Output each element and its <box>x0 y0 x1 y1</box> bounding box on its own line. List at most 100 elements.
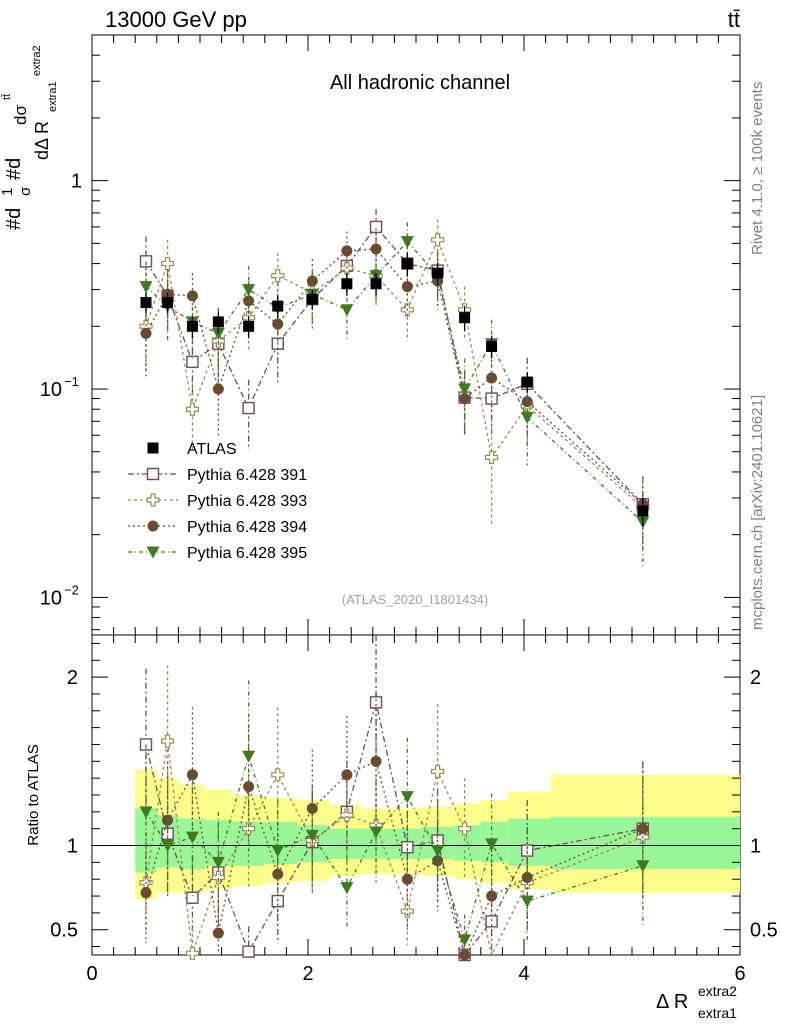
ratio-point-pythia-6-428-395 <box>211 856 225 869</box>
ratio-y-tick-label-left: 0.5 <box>50 920 78 942</box>
ratio-point-pythia-6-428-395 <box>369 826 383 839</box>
svg-text:1: 1 <box>0 188 16 196</box>
ratio-point-pythia-6-428-395 <box>185 831 199 844</box>
legend-label-atlas: ATLAS <box>187 441 237 458</box>
main-point-atlas <box>162 297 174 309</box>
svg-text:tt̄: tt̄ <box>1 94 13 100</box>
main-point-atlas <box>272 300 284 312</box>
y-tick-label-exp: −2 <box>64 582 79 597</box>
ratio-y-tick-label-right: 2 <box>750 667 761 689</box>
main-point-atlas <box>212 316 224 328</box>
ratio-point-pythia-6-428-395 <box>400 791 414 804</box>
main-plot-title: All hadronic channel <box>330 72 510 94</box>
main-point-atlas <box>306 293 318 305</box>
ratio-point-pythia-6-428-395 <box>485 838 499 851</box>
y-tick-label: 10 <box>40 379 62 401</box>
main-point-pythia-6-428-394 <box>140 327 152 339</box>
x-axis-label: Δ R extra2 extra1 <box>656 983 737 1021</box>
main-point-pythia-6-428-395 <box>211 327 225 340</box>
main-point-pythia-6-428-393 <box>161 256 175 271</box>
main-point-atlas <box>432 267 444 279</box>
main-point-pythia-6-428-394 <box>341 245 353 257</box>
legend-label-pythia-6-428-391: Pythia 6.428 391 <box>187 467 307 484</box>
ratio-point-pythia-6-428-394 <box>370 755 382 767</box>
main-point-pythia-6-428-391 <box>242 401 255 415</box>
main-point-atlas <box>186 320 198 332</box>
ratio-point-pythia-6-428-395 <box>305 829 319 842</box>
y-tick-label: 1 <box>71 171 82 193</box>
main-point-pythia-6-428-393 <box>485 450 499 464</box>
ratio-point-pythia-6-428-395 <box>161 840 175 853</box>
main-point-pythia-6-428-391 <box>186 355 199 369</box>
main-point-pythia-6-428-394 <box>486 372 498 384</box>
main-point-atlas <box>243 320 255 332</box>
rivet-label: Rivet 4.1.0, ≥ 100k events <box>749 82 766 255</box>
ratio-point-pythia-6-428-393 <box>185 946 200 960</box>
ratio-point-pythia-6-428-393 <box>242 822 256 836</box>
svg-text:dσ: dσ <box>11 105 30 125</box>
ratio-point-pythia-6-428-395 <box>458 934 472 947</box>
ratio-line-pythia-6-428-395 <box>145 753 643 943</box>
main-point-atlas <box>140 297 152 309</box>
y-tick-label-exp: −1 <box>64 374 79 389</box>
ratio-y-tick-label-left: 2 <box>67 667 78 689</box>
ratio-point-pythia-6-428-393 <box>211 870 225 885</box>
x-tick-label: 6 <box>734 963 745 985</box>
ratio-point-pythia-6-428-391 <box>186 891 199 904</box>
legend-label-pythia-6-428-394: Pythia 6.428 394 <box>187 519 307 536</box>
ratio-point-pythia-6-428-394 <box>486 890 498 902</box>
legend-marker-pythia-6-428-395 <box>146 546 160 559</box>
main-line-pythia-6-428-394 <box>145 248 644 505</box>
main-point-pythia-6-428-395 <box>400 236 414 249</box>
ratio-point-pythia-6-428-394 <box>272 868 284 880</box>
main-point-pythia-6-428-395 <box>458 383 472 396</box>
legend-marker-pythia-6-428-393 <box>146 493 160 507</box>
legend-marker-pythia-6-428-391 <box>146 467 160 481</box>
main-point-atlas <box>401 258 413 270</box>
main-point-atlas <box>370 278 382 290</box>
svg-text:dΔ R: dΔ R <box>32 121 52 160</box>
ratio-point-pythia-6-428-393 <box>400 904 414 918</box>
main-point-atlas <box>486 340 498 352</box>
ratio-point-pythia-6-428-394 <box>401 873 413 885</box>
main-series-pythia-6-428-395 <box>139 222 650 567</box>
ratio-point-pythia-6-428-394 <box>140 887 152 899</box>
main-point-pythia-6-428-391 <box>369 220 383 234</box>
main-point-pythia-6-428-395 <box>520 412 534 425</box>
main-point-pythia-6-428-395 <box>340 304 354 317</box>
process-label: tt̄ <box>728 7 740 32</box>
ratio-point-pythia-6-428-391 <box>369 696 383 709</box>
main-point-pythia-6-428-391 <box>485 392 498 405</box>
main-point-pythia-6-428-394 <box>459 393 471 405</box>
svg-text:#d: #d <box>3 158 25 180</box>
legend-label-pythia-6-428-393: Pythia 6.428 393 <box>187 493 307 510</box>
main-y-axis-label: #d 1 σ #d dσ tt̄ dΔ R extra1 extra2 <box>0 45 59 230</box>
ratio-point-pythia-6-428-395 <box>139 806 153 819</box>
legend-label-pythia-6-428-395: Pythia 6.428 395 <box>187 545 307 562</box>
main-series-atlas <box>140 252 649 527</box>
ratio-point-pythia-6-428-394 <box>637 823 649 835</box>
ratio-y-tick-label-left: 1 <box>67 836 78 858</box>
ratio-point-pythia-6-428-395 <box>271 845 285 858</box>
ratio-line-pythia-6-428-391 <box>145 702 643 957</box>
main-point-pythia-6-428-394 <box>401 281 413 293</box>
svg-text:extra2: extra2 <box>31 45 43 76</box>
ratio-point-pythia-6-428-395 <box>340 882 354 895</box>
svg-text:Δ R: Δ R <box>656 991 688 1013</box>
main-point-pythia-6-428-394 <box>272 318 284 330</box>
ratio-point-pythia-6-428-394 <box>212 927 224 939</box>
main-point-atlas <box>459 312 471 324</box>
energy-label: 13000 GeV pp <box>105 7 247 32</box>
legend-marker-pythia-6-428-394 <box>147 520 159 532</box>
main-point-pythia-6-428-394 <box>370 243 382 255</box>
svg-text:extra2: extra2 <box>698 983 737 999</box>
main-point-pythia-6-428-391 <box>139 255 153 268</box>
y-tick-label: 10 <box>40 587 62 609</box>
main-point-atlas <box>341 278 353 290</box>
ratio-point-pythia-6-428-395 <box>520 895 534 908</box>
main-point-atlas <box>521 376 533 388</box>
ratio-point-pythia-6-428-393 <box>271 768 285 782</box>
x-tick-label: 4 <box>518 963 529 985</box>
main-point-pythia-6-428-394 <box>521 396 533 408</box>
